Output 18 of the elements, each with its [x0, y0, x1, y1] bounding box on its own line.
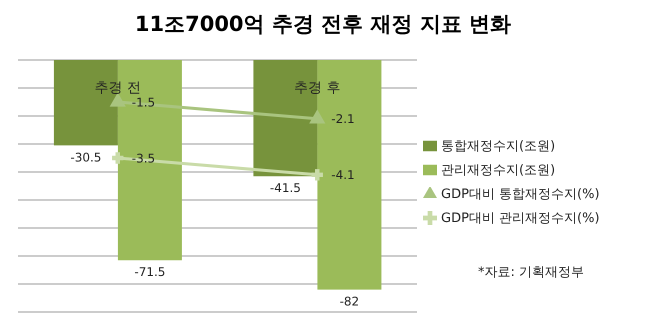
legend-label: GDP대비 통합재정수지(%) — [441, 187, 600, 202]
data-label: -41.5 — [270, 181, 301, 196]
legend-label: 관리재정수지(조원) — [441, 163, 556, 178]
data-label: -1.5 — [132, 95, 156, 110]
data-label: -82 — [340, 294, 360, 309]
data-label: -71.5 — [134, 265, 166, 280]
data-label: -30.5 — [70, 150, 102, 164]
x-tick-label: 추경 후 — [294, 80, 340, 96]
x-tick-label: 추경 전 — [94, 80, 141, 96]
legend-label: GDP대비 관리재정수지(%) — [441, 211, 600, 226]
point — [112, 152, 124, 164]
legend-label: 통합재정수지(조원) — [441, 139, 556, 154]
text: *자료: 기획재정부 — [478, 264, 584, 281]
data-label: -4.1 — [331, 168, 355, 182]
point — [312, 169, 323, 180]
data-label: -2.1 — [331, 112, 355, 126]
chart-title: 11조7000억 추경 전후 재정 지표 변화 — [134, 11, 512, 38]
data-label: -3.5 — [132, 151, 156, 166]
